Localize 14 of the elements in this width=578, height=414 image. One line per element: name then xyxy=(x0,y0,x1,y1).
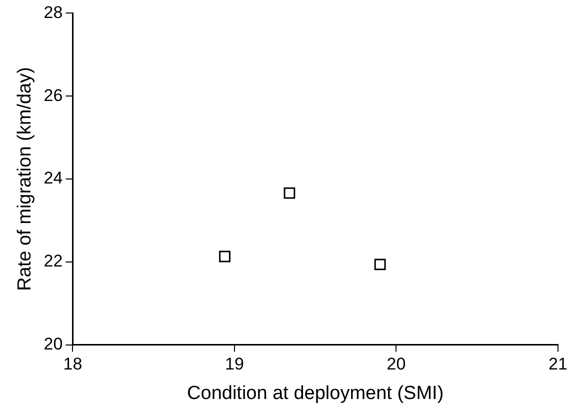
y-tick-label: 24 xyxy=(44,168,63,188)
y-tick-label: 26 xyxy=(44,86,63,105)
x-tick-label: 21 xyxy=(548,354,568,374)
x-tick-label: 18 xyxy=(63,354,82,374)
y-tick-label: 28 xyxy=(44,2,63,22)
y-tick-label: 20 xyxy=(44,334,63,354)
x-tick-label: 20 xyxy=(386,354,406,374)
y-tick-label: 22 xyxy=(44,252,63,271)
point xyxy=(374,258,386,270)
x-tick-label: 19 xyxy=(225,354,244,374)
y-axis-title: Rate of migration (km/day) xyxy=(14,67,36,291)
point xyxy=(284,187,296,199)
x-axis-title: Condition at deployment (SMI) xyxy=(187,382,444,404)
point xyxy=(219,250,230,262)
